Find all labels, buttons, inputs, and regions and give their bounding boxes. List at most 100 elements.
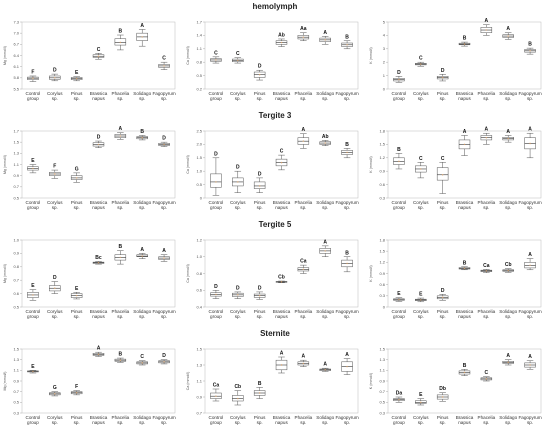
- category-label: Fagopyrum sp.: [518, 200, 541, 210]
- y-tick-label: 0.6: [379, 282, 385, 287]
- category-label-line: sp.: [418, 96, 424, 101]
- category-label-line: sp.: [322, 205, 328, 210]
- mean-marker: [97, 353, 100, 356]
- category-label-line: sp.: [300, 96, 306, 101]
- mean-marker: [302, 140, 305, 142]
- category-label-line: Phacelia: [295, 91, 313, 96]
- plot-frame: [204, 21, 359, 90]
- mean-marker: [441, 296, 444, 299]
- category-label-line: Solidago: [316, 309, 334, 314]
- category-label: Phacelia sp.: [112, 91, 130, 101]
- panel-tergite3-k: 0.3 0.6 0.9 1.2 1.5 1.8 K (mmol/l) B Control grou…: [369, 127, 542, 210]
- category-label-line: sp.: [483, 314, 489, 319]
- mean-marker: [507, 137, 509, 140]
- category-label: Brassica napus: [90, 415, 108, 425]
- significance-letter: A: [528, 354, 532, 360]
- significance-letter: F: [31, 69, 34, 75]
- significance-letter: D: [397, 70, 401, 76]
- mean-marker: [141, 137, 143, 139]
- significance-letter: A: [140, 247, 144, 253]
- y-tick-label: 6.4: [13, 53, 19, 58]
- category-label: Brassica napus: [273, 91, 291, 101]
- mean-marker: [119, 359, 122, 361]
- mean-marker: [420, 63, 422, 65]
- significance-letter: C: [97, 47, 101, 53]
- category-label-line: Pinus: [254, 91, 266, 96]
- significance-letter: A: [323, 30, 327, 36]
- category-label-line: Control: [26, 200, 41, 205]
- y-tick-label: 1.0: [13, 237, 19, 242]
- category-label: Corylus sp.: [47, 309, 63, 319]
- mean-marker: [163, 143, 165, 146]
- category-label-line: Phacelia: [112, 415, 130, 420]
- category-label-line: group: [210, 420, 222, 425]
- y-tick-label: 0.6: [13, 291, 19, 296]
- category-label-line: sp.: [161, 96, 167, 101]
- significance-letter: B: [119, 352, 123, 358]
- category-label-line: sp.: [74, 420, 80, 425]
- significance-letter: E: [75, 70, 79, 76]
- mean-marker: [463, 43, 466, 45]
- mean-marker: [507, 361, 509, 364]
- mean-marker: [529, 264, 531, 267]
- category-label: Corylus sp.: [230, 415, 246, 425]
- category-label: Pinus sp.: [437, 415, 449, 425]
- significance-letter: D: [162, 136, 166, 142]
- category-label: Phacelia sp.: [295, 91, 313, 101]
- plot-frame: [387, 21, 542, 90]
- y-tick-label: 0.7: [13, 184, 19, 189]
- y-tick-label: 1.7: [196, 19, 202, 24]
- category-label-line: Brassica: [90, 415, 108, 420]
- category-label-line: Phacelia: [478, 91, 496, 96]
- y-tick-label: 0.9: [379, 271, 385, 276]
- significance-letter: B: [119, 244, 123, 250]
- mean-marker: [215, 395, 217, 397]
- significance-letter: C: [485, 370, 489, 376]
- category-label-line: sp.: [344, 314, 350, 319]
- mean-marker: [420, 401, 422, 404]
- category-label-line: Fagopyrum: [152, 415, 175, 420]
- plot-frame: [387, 130, 542, 199]
- category-label-line: sp.: [139, 314, 145, 319]
- mean-marker: [441, 174, 444, 176]
- category-label-line: sp.: [257, 205, 263, 210]
- category-label: Corylus sp.: [413, 200, 429, 210]
- category-label-line: Corylus: [47, 91, 63, 96]
- category-label: Phacelia sp.: [295, 309, 313, 319]
- category-label-line: Pinus: [437, 415, 449, 420]
- category-label-line: Control: [392, 309, 407, 314]
- category-label: Solidago sp.: [133, 309, 151, 319]
- category-label: Control group: [209, 309, 224, 319]
- mean-marker: [237, 59, 239, 62]
- category-label: Control group: [209, 415, 224, 425]
- panel-sternite-k: 0.3 0.5 0.7 0.9 1.1 1.3 1.5 K (mmol/l) Da Control…: [369, 346, 542, 425]
- category-label-line: sp.: [505, 96, 511, 101]
- category-label-line: Fagopyrum: [518, 309, 541, 314]
- category-label: Control group: [392, 91, 407, 101]
- category-label-line: group: [393, 420, 405, 425]
- mean-marker: [529, 142, 531, 145]
- category-label: Pinus sp.: [437, 309, 449, 319]
- y-tick-label: 6.7: [13, 42, 19, 47]
- category-label-line: sp.: [117, 314, 123, 319]
- y-tick-label: 0.3: [379, 293, 385, 298]
- category-label-line: Brassica: [273, 415, 291, 420]
- y-axis-label: K (mmol/l): [369, 265, 373, 281]
- category-label-line: group: [27, 205, 39, 210]
- category-label-line: sp.: [161, 205, 167, 210]
- category-label-line: Pinus: [437, 200, 449, 205]
- y-axis-label: Mg (mmol/l): [3, 155, 7, 174]
- significance-letter: D: [97, 135, 101, 141]
- category-label-line: sp.: [505, 205, 511, 210]
- category-label-line: sp.: [235, 314, 241, 319]
- category-label-line: Control: [26, 309, 41, 314]
- category-label-line: Corylus: [230, 309, 246, 314]
- mean-marker: [237, 181, 239, 183]
- y-tick-label: 1.1: [13, 162, 19, 167]
- category-label: Control group: [26, 91, 41, 101]
- category-label-line: sp.: [418, 205, 424, 210]
- category-label-line: Phacelia: [295, 415, 313, 420]
- category-label: Solidago sp.: [499, 309, 517, 319]
- y-tick-label: 1.3: [196, 362, 202, 367]
- category-label-line: sp.: [74, 96, 80, 101]
